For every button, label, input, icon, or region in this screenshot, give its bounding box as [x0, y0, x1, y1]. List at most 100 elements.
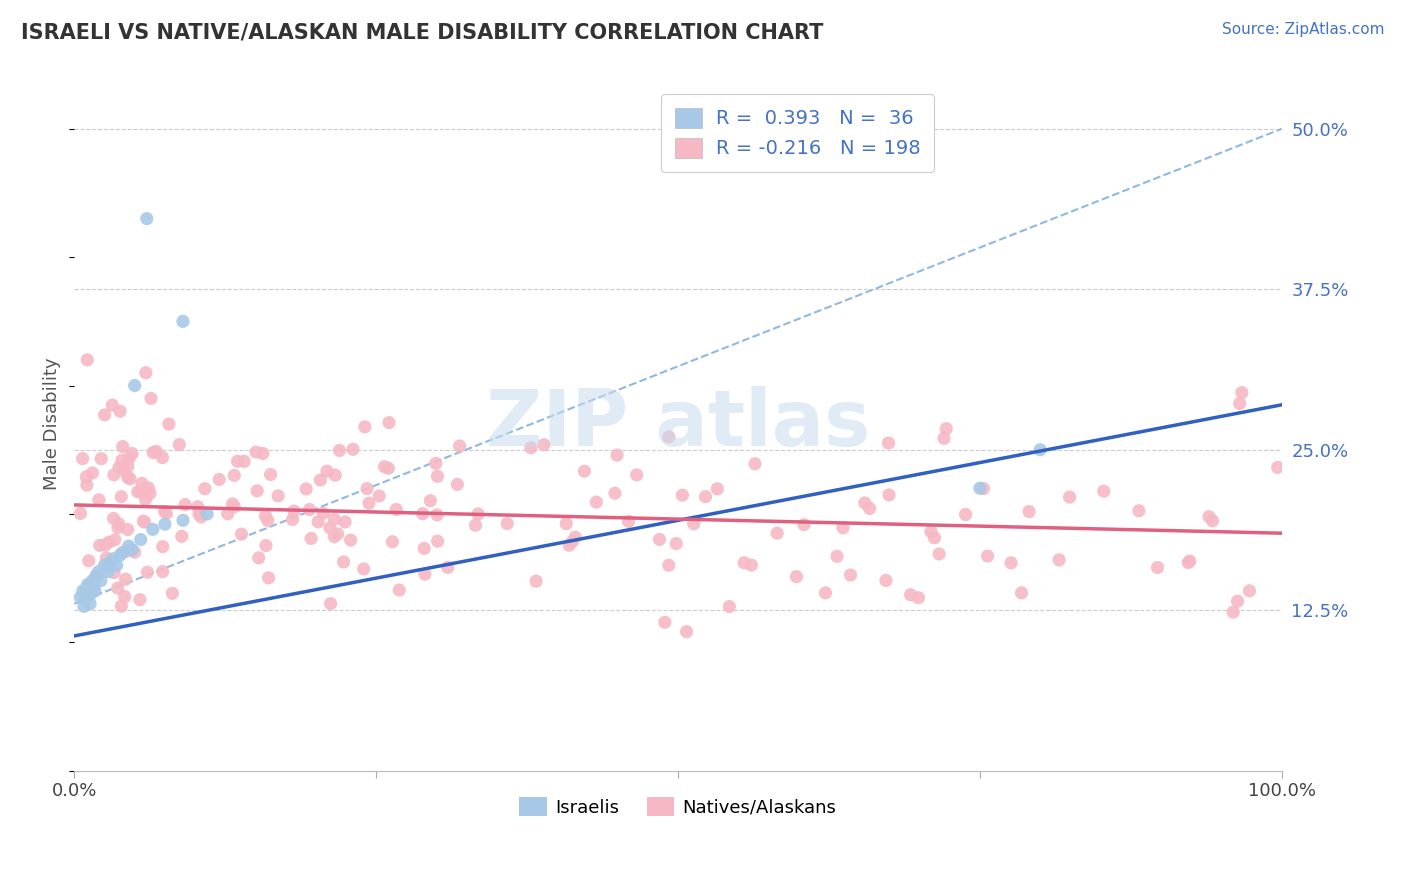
- Point: [312, 506, 335, 520]
- Point: [90, 574, 112, 588]
- Point: [426, 508, 449, 522]
- Point: [1201, 514, 1223, 528]
- Point: [107, 581, 129, 595]
- Point: [93, 408, 115, 422]
- Point: [226, 454, 249, 468]
- Point: [859, 501, 882, 516]
- Point: [419, 493, 441, 508]
- Point: [740, 558, 762, 573]
- Point: [93, 558, 115, 573]
- Point: [89, 538, 111, 552]
- Point: [117, 523, 139, 537]
- Text: ZIP atlas: ZIP atlas: [486, 386, 870, 462]
- Point: [658, 558, 681, 573]
- Point: [90, 451, 112, 466]
- Point: [426, 534, 449, 549]
- Point: [139, 486, 162, 500]
- Point: [1178, 554, 1201, 568]
- Point: [928, 547, 950, 561]
- Point: [564, 530, 586, 544]
- Point: [103, 566, 125, 580]
- Point: [136, 481, 159, 495]
- Point: [79, 588, 101, 602]
- Point: [259, 467, 281, 482]
- Point: [378, 416, 401, 430]
- Point: [121, 446, 143, 460]
- Point: [77, 584, 100, 599]
- Point: [436, 560, 458, 574]
- Point: [1059, 490, 1081, 504]
- Point: [103, 511, 125, 525]
- Point: [323, 530, 346, 544]
- Point: [105, 558, 128, 573]
- Point: [190, 510, 212, 524]
- Point: [96, 550, 118, 565]
- Point: [342, 442, 364, 457]
- Point: [706, 482, 728, 496]
- Point: [127, 484, 149, 499]
- Point: [339, 533, 361, 548]
- Point: [718, 599, 741, 614]
- Point: [733, 556, 755, 570]
- Point: [174, 498, 197, 512]
- Point: [832, 521, 855, 535]
- Point: [111, 440, 134, 454]
- Point: [374, 459, 396, 474]
- Point: [671, 488, 693, 502]
- Point: [1146, 560, 1168, 574]
- Point: [356, 482, 378, 496]
- Point: [354, 420, 377, 434]
- Point: [101, 398, 124, 412]
- Point: [69, 591, 91, 605]
- Point: [1198, 509, 1220, 524]
- Point: [328, 443, 350, 458]
- Point: [877, 436, 900, 450]
- Point: [194, 482, 217, 496]
- Point: [233, 454, 256, 468]
- Point: [172, 314, 194, 328]
- Point: [129, 533, 152, 547]
- Point: [464, 518, 486, 533]
- Point: [1018, 504, 1040, 518]
- Point: [77, 554, 100, 568]
- Point: [76, 478, 98, 492]
- Point: [172, 513, 194, 527]
- Point: [79, 597, 101, 611]
- Point: [103, 467, 125, 482]
- Point: [319, 597, 342, 611]
- Point: [257, 514, 280, 528]
- Point: [97, 565, 120, 579]
- Point: [132, 514, 155, 528]
- Point: [533, 438, 555, 452]
- Point: [72, 584, 94, 599]
- Point: [1230, 385, 1253, 400]
- Legend: Israelis, Natives/Alaskans: Israelis, Natives/Alaskans: [512, 790, 844, 824]
- Point: [110, 599, 132, 614]
- Point: [1239, 583, 1261, 598]
- Point: [574, 464, 596, 478]
- Text: Source: ZipAtlas.com: Source: ZipAtlas.com: [1222, 22, 1385, 37]
- Point: [254, 508, 277, 523]
- Point: [326, 527, 349, 541]
- Point: [695, 490, 717, 504]
- Point: [152, 565, 174, 579]
- Point: [75, 470, 97, 484]
- Point: [72, 451, 94, 466]
- Point: [785, 569, 807, 583]
- Point: [381, 534, 404, 549]
- Point: [134, 515, 156, 529]
- Point: [766, 526, 789, 541]
- Point: [969, 481, 991, 495]
- Point: [145, 444, 167, 458]
- Point: [162, 586, 184, 600]
- Point: [153, 504, 176, 518]
- Point: [129, 484, 152, 499]
- Point: [853, 496, 876, 510]
- Point: [134, 492, 156, 507]
- Point: [108, 404, 131, 418]
- Point: [648, 533, 671, 547]
- Point: [900, 588, 922, 602]
- Point: [254, 539, 277, 553]
- Point: [112, 463, 135, 477]
- Point: [682, 516, 704, 531]
